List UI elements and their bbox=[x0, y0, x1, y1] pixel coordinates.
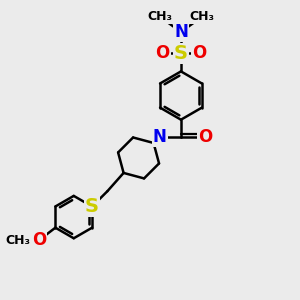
Text: CH₃: CH₃ bbox=[190, 10, 215, 23]
Text: S: S bbox=[85, 197, 99, 216]
Text: CH₃: CH₃ bbox=[147, 10, 172, 23]
Text: N: N bbox=[174, 23, 188, 41]
Text: O: O bbox=[156, 44, 170, 62]
Text: O: O bbox=[32, 231, 46, 249]
Text: O: O bbox=[198, 128, 212, 146]
Text: S: S bbox=[174, 44, 188, 63]
Text: N: N bbox=[153, 128, 167, 146]
Text: O: O bbox=[192, 44, 206, 62]
Text: CH₃: CH₃ bbox=[5, 233, 30, 247]
